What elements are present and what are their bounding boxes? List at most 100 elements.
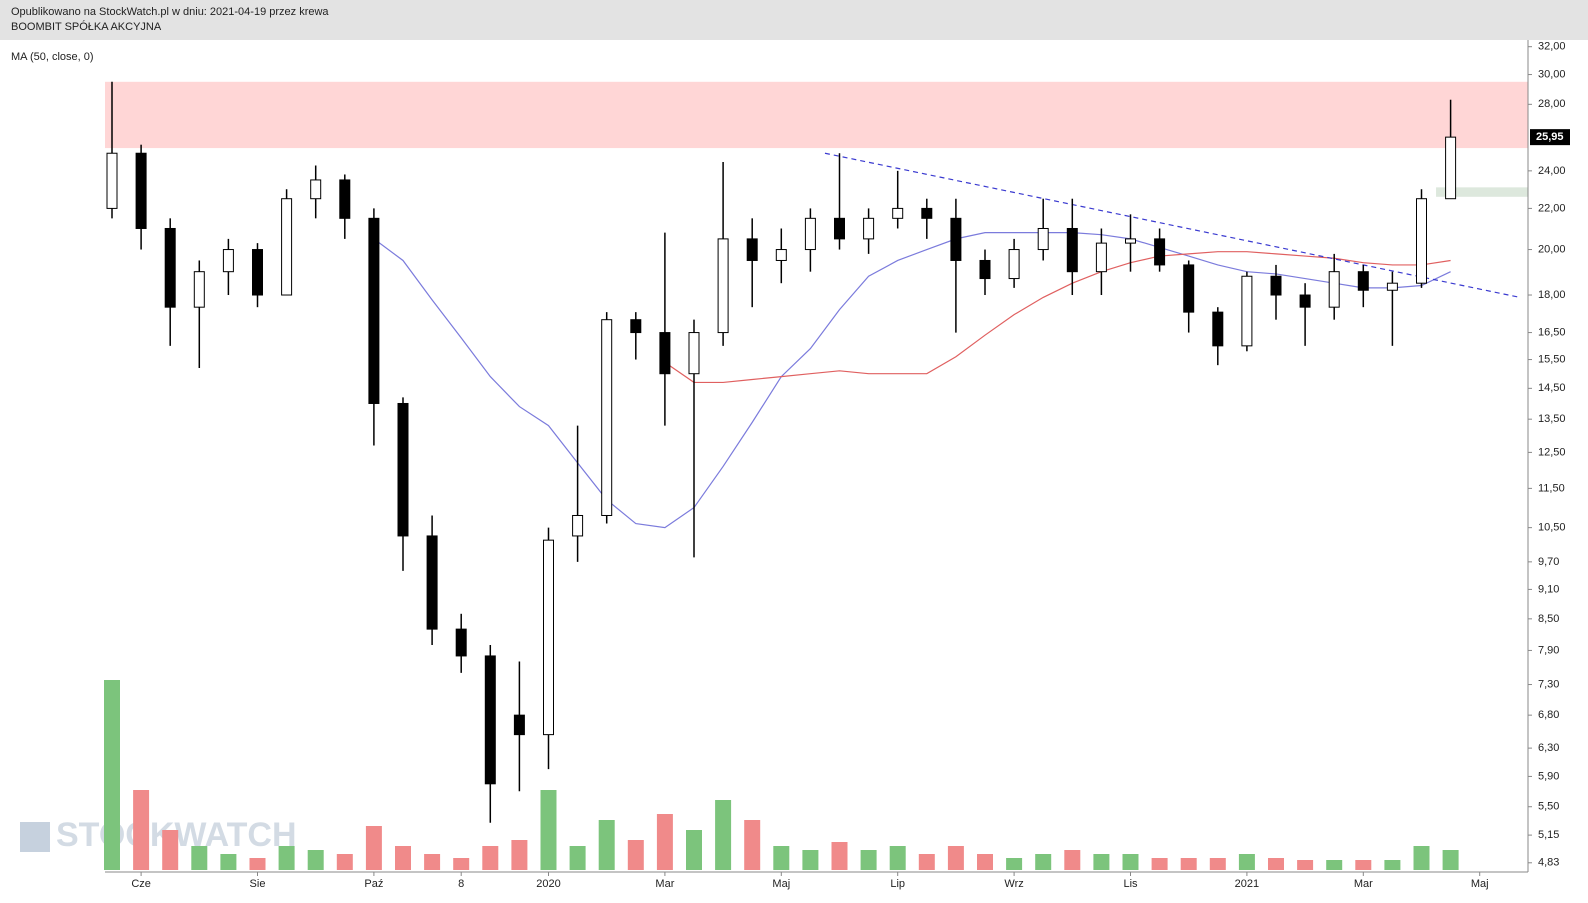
legend-entry: MA (50, close, 0) xyxy=(11,51,94,63)
header-band xyxy=(0,0,1588,40)
volume-bar xyxy=(1238,854,1255,870)
candle-body xyxy=(1445,136,1457,200)
candle-body xyxy=(1154,238,1166,266)
candle-body xyxy=(1270,275,1282,296)
y-tick-label: 7,90 xyxy=(1538,644,1559,656)
y-tick-label: 22,00 xyxy=(1538,202,1566,214)
volume-bar xyxy=(860,850,877,870)
candle-body xyxy=(397,402,409,537)
volume-bar xyxy=(1093,854,1110,870)
zone xyxy=(1436,187,1528,197)
x-tick-label: Mar xyxy=(1354,878,1373,890)
volume-bar xyxy=(1180,858,1197,870)
candle-body xyxy=(1212,311,1224,347)
volume-bar xyxy=(424,854,441,870)
y-tick-label: 8,50 xyxy=(1538,613,1559,625)
candle-body xyxy=(1008,249,1020,280)
volume-bar xyxy=(336,854,353,870)
volume-bar xyxy=(744,820,761,870)
volume-bar xyxy=(656,814,673,870)
y-tick-label: 6,80 xyxy=(1538,709,1559,721)
y-tick-label: 32,00 xyxy=(1538,41,1566,53)
candle-body xyxy=(688,332,700,375)
volume-bar xyxy=(947,846,964,870)
volume-bar xyxy=(598,820,615,870)
candle-body xyxy=(1125,238,1136,244)
y-tick-label: 10,50 xyxy=(1538,522,1566,534)
candle-body xyxy=(252,249,263,296)
volume-bar xyxy=(1442,850,1459,870)
volume-bar xyxy=(889,846,906,870)
volume-bar xyxy=(1122,854,1139,870)
volume-bar xyxy=(686,830,702,870)
y-tick-label: 24,00 xyxy=(1538,165,1566,177)
candle-body xyxy=(1357,271,1369,291)
x-tick-label: Lis xyxy=(1123,878,1138,890)
candle-body xyxy=(1066,227,1078,273)
y-tick-label: 13,50 xyxy=(1538,413,1566,425)
x-tick-label: 8 xyxy=(458,878,464,890)
volume-bar xyxy=(395,846,411,870)
candle-body xyxy=(834,217,845,240)
volume-bar xyxy=(482,846,499,870)
y-tick-label: 28,00 xyxy=(1538,98,1566,110)
candle-body xyxy=(746,238,758,261)
y-tick-label: 6,30 xyxy=(1538,742,1559,754)
last-price-box xyxy=(1530,129,1570,146)
y-tick-label: 4,83 xyxy=(1538,857,1559,869)
candle-body xyxy=(892,207,904,219)
x-tick-label: Sie xyxy=(250,878,266,890)
watermark-icon xyxy=(20,822,50,852)
x-tick-label: Maj xyxy=(772,878,790,890)
candle-body xyxy=(804,217,816,251)
y-tick-label: 30,00 xyxy=(1538,68,1566,80)
candle-body xyxy=(601,319,613,516)
candle-body xyxy=(979,259,991,280)
volume-bar xyxy=(1151,858,1168,870)
y-tick-label: 11,50 xyxy=(1538,482,1565,494)
volume-bar xyxy=(249,858,266,870)
y-tick-label: 20,00 xyxy=(1538,243,1566,255)
volume-bar xyxy=(977,854,993,870)
volume-bar xyxy=(1355,860,1372,870)
last-price-label: 25,95 xyxy=(1536,131,1564,143)
volume-bar xyxy=(1413,846,1430,870)
candle-body xyxy=(368,217,380,404)
volume-bar xyxy=(1209,858,1226,870)
y-tick-label: 12,50 xyxy=(1538,446,1566,458)
volume-bar xyxy=(162,830,179,870)
volume-bar xyxy=(1064,850,1081,870)
candle-body xyxy=(775,249,787,261)
candle-body xyxy=(455,628,467,657)
candle-body xyxy=(1386,282,1398,291)
y-tick-label: 18,00 xyxy=(1538,289,1566,301)
y-tick-label: 5,50 xyxy=(1538,801,1559,813)
volume-bar xyxy=(191,846,208,870)
candle-body xyxy=(426,535,438,630)
volume-bar xyxy=(365,826,382,870)
candle-body xyxy=(543,539,554,736)
x-tick-label: Wrz xyxy=(1004,878,1023,890)
candle-body xyxy=(1037,227,1049,251)
volume-bar xyxy=(453,858,470,870)
y-tick-label: 9,70 xyxy=(1538,556,1559,568)
volume-bar xyxy=(1384,860,1401,870)
candle-body xyxy=(310,179,322,200)
x-tick-label: Paź xyxy=(364,878,383,890)
volume-bar xyxy=(1006,858,1023,870)
volume-bar xyxy=(831,842,848,870)
volume-bar xyxy=(540,790,557,870)
volume-bar xyxy=(1326,860,1343,870)
candle-body xyxy=(222,249,234,273)
candle-body xyxy=(950,217,962,261)
ma-line xyxy=(373,232,1451,529)
volume-bar xyxy=(220,854,237,870)
candle-body xyxy=(339,179,351,219)
candle-body xyxy=(135,152,147,229)
trendline xyxy=(824,152,1521,299)
candle-body xyxy=(164,227,176,308)
header-line: Opublikowano na StockWatch.pl w dniu: 20… xyxy=(11,6,329,18)
volume-bar xyxy=(1035,854,1052,870)
x-tick-label: Mar xyxy=(655,878,674,890)
